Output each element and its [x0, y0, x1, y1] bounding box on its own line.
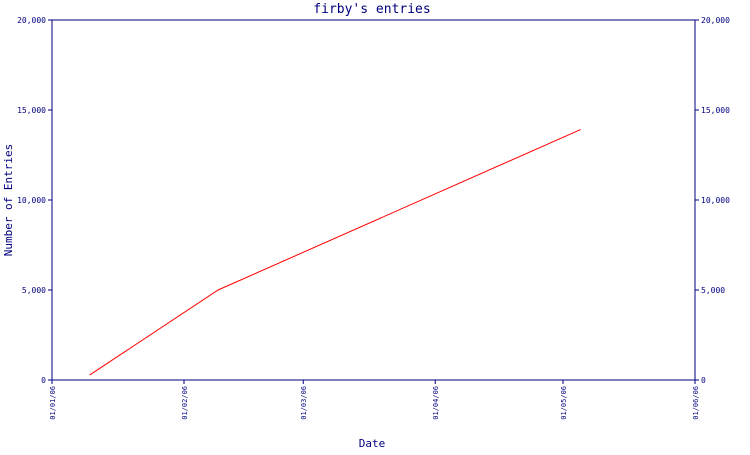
x-axis: 01/01/06 01/02/06 01/03/06 01/04/06 01/05/06…: [49, 380, 700, 420]
plot-area-frame: [51, 19, 696, 381]
data-point: [89, 374, 91, 376]
y-tick-label-left: 10,000: [17, 196, 46, 205]
x-tick-label: 01/01/06: [49, 386, 57, 420]
y-axis-left: 0 5,000 10,000 15,000 20,000: [17, 16, 52, 385]
x-axis-label: Date: [359, 437, 386, 450]
series-layer: [89, 129, 581, 376]
x-tick-label: 01/06/06: [692, 386, 700, 420]
x-tick-label: 01/04/06: [432, 386, 440, 420]
y-tick-label-right: 5,000: [701, 286, 725, 295]
x-tick-label: 01/02/06: [181, 386, 189, 420]
chart-title: firby's entries: [313, 2, 430, 17]
x-tick-label: 01/03/06: [300, 386, 308, 420]
x-tick-label: 01/05/06: [560, 386, 568, 420]
y-tick-label-right: 10,000: [701, 196, 730, 205]
data-point: [217, 289, 219, 291]
y-tick-label-right: 20,000: [701, 16, 730, 25]
data-point: [579, 129, 581, 131]
y-axis-right: 0 5,000 10,000 15,000 20,000: [695, 16, 730, 385]
y-tick-label-left: 20,000: [17, 16, 46, 25]
series-line: [90, 129, 581, 376]
y-tick-label-right: 0: [701, 376, 706, 385]
y-axis-label: Number of Entries: [2, 144, 15, 257]
y-tick-label-left: 5,000: [22, 286, 46, 295]
y-tick-label-left: 15,000: [17, 106, 46, 115]
y-tick-label-left: 0: [41, 376, 46, 385]
y-tick-label-right: 15,000: [701, 106, 730, 115]
